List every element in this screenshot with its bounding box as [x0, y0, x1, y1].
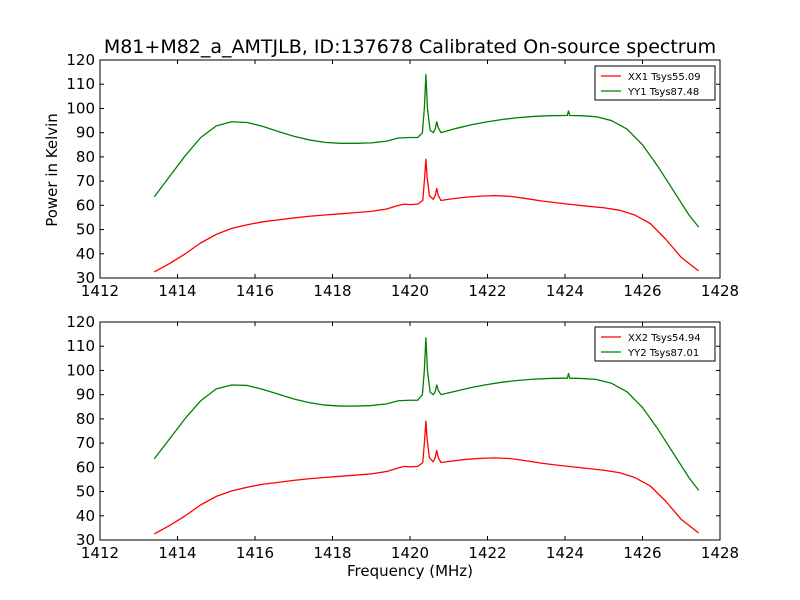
y-tick-label: 110 [66, 337, 95, 355]
x-tick-label: 1418 [313, 282, 351, 300]
chart-title: M81+M82_a_AMTJLB, ID:137678 Calibrated O… [104, 36, 716, 58]
y-tick-label: 40 [76, 507, 95, 525]
legend-box [594, 65, 716, 101]
legend-label: XX2 Tsys54.94 [628, 333, 701, 344]
y-tick-label: 30 [76, 269, 95, 287]
y-tick-label: 70 [76, 172, 95, 190]
x-tick-label: 1422 [468, 282, 506, 300]
x-tick-label: 1422 [468, 544, 506, 562]
y-tick-label: 80 [76, 410, 95, 428]
x-tick-label: 1416 [236, 544, 274, 562]
y-tick-label: 110 [66, 75, 95, 93]
legend-label: YY1 Tsys87.48 [627, 87, 699, 98]
y-tick-label: 40 [76, 245, 95, 263]
legend-box [594, 326, 716, 362]
x-tick-label: 1428 [701, 282, 739, 300]
x-tick-label: 1420 [391, 282, 429, 300]
series-line-xx1 [153, 158, 700, 273]
y-tick-label: 100 [66, 361, 95, 379]
series-line-xx2 [153, 420, 700, 535]
panel-2: 1412 1414 1416 1418 1420 1422 1424 1426 1428 30 40… [66, 313, 739, 562]
y-tick-label: 90 [76, 124, 95, 142]
y-axis-label: Power in Kelvin [43, 113, 61, 227]
series-line-yy1 [153, 73, 700, 228]
x-tick-label: 1416 [236, 282, 274, 300]
y-tick-label: 70 [76, 434, 95, 452]
y-tick-label: 120 [66, 313, 95, 331]
series-line-yy2 [153, 337, 700, 491]
x-tick-label: 1426 [623, 282, 661, 300]
legend-label: XX1 Tsys55.09 [628, 72, 701, 83]
x-tick-label: 1428 [701, 544, 739, 562]
x-tick-label: 1414 [158, 282, 196, 300]
x-tick-label: 1426 [623, 544, 661, 562]
y-tick-label: 30 [76, 531, 95, 549]
y-tick-label: 60 [76, 196, 95, 214]
y-tick-label: 90 [76, 386, 95, 404]
x-tick-label: 1418 [313, 544, 351, 562]
x-tick-label: 1412 [81, 544, 119, 562]
x-tick-label: 1414 [158, 544, 196, 562]
x-tick-label: 1420 [391, 544, 429, 562]
x-tick-label: 1424 [546, 282, 584, 300]
legend: XX1 Tsys55.09 YY1 Tsys87.48 [594, 65, 716, 101]
y-tick-label: 120 [66, 51, 95, 69]
panel-1: 1412 1414 1416 1418 1420 1422 1424 1426 1428 30 40… [66, 51, 739, 300]
y-tick-label: 60 [76, 458, 95, 476]
y-tick-label: 100 [66, 99, 95, 117]
legend: XX2 Tsys54.94 YY2 Tsys87.01 [594, 326, 716, 362]
x-tick-label: 1424 [546, 544, 584, 562]
y-tick-label: 80 [76, 148, 95, 166]
legend-label: YY2 Tsys87.01 [627, 348, 699, 359]
y-tick-label: 50 [76, 221, 95, 239]
x-axis-label: Frequency (MHz) [347, 562, 473, 580]
y-tick-label: 50 [76, 483, 95, 501]
x-tick-label: 1412 [81, 282, 119, 300]
